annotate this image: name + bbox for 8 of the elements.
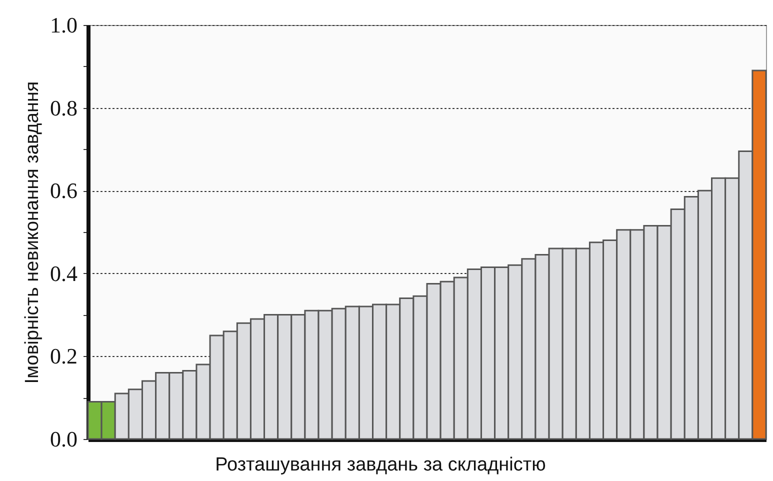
y-tick-label: 1.0 — [50, 12, 78, 38]
y-axis-title: Імовірність невиконання завдання — [22, 81, 43, 384]
y-tick-label: 0.4 — [50, 260, 78, 286]
y-tick-label: 0.0 — [50, 426, 78, 452]
y-tick-label: 0.6 — [50, 178, 78, 204]
y-tick-label: 0.2 — [50, 344, 78, 369]
y-tick-label: 0.8 — [50, 95, 78, 120]
x-axis-title: Розташування завдань за складністю — [215, 454, 546, 476]
